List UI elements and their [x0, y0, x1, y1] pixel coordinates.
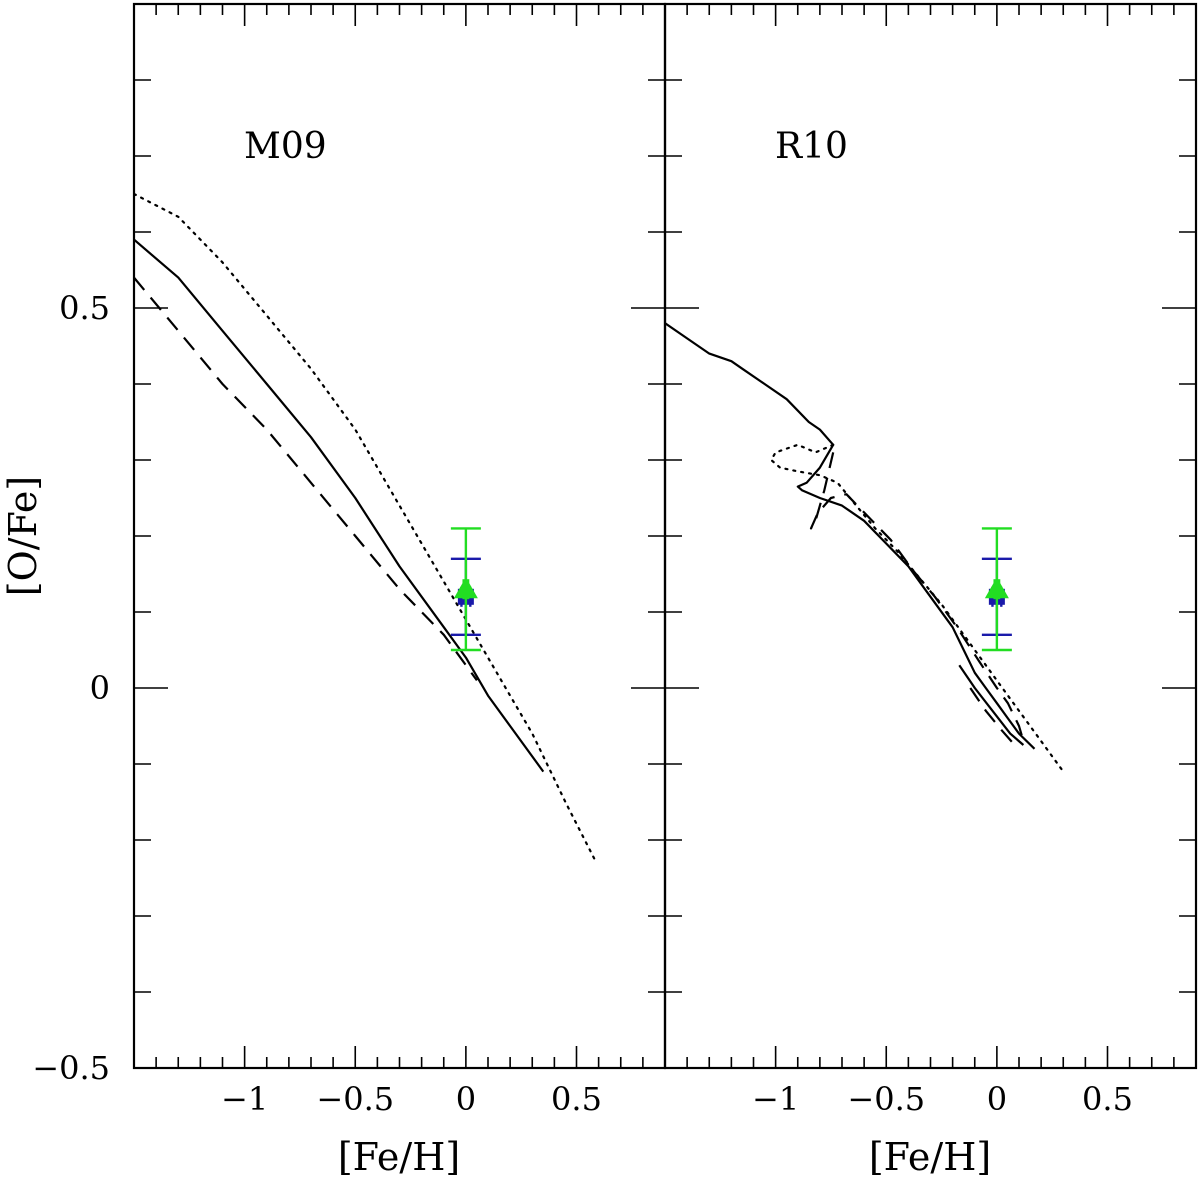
x-tick-label: −0.5 [316, 1080, 394, 1118]
y-tick-label: 0 [90, 669, 110, 707]
y-tick-label: 0.5 [59, 289, 110, 327]
panel-r10: R10 [Fe/H] −1 −0.5 0 0.5 [663, 2, 1198, 1179]
y-axis-label: [O/Fe] [1, 476, 45, 596]
observation-triangle-marker [984, 577, 1009, 599]
series-dotted-line [134, 192, 598, 864]
y-tick-label: −0.5 [32, 1049, 110, 1087]
x-tick-label: −1 [752, 1080, 799, 1118]
series-solid-line [665, 322, 1036, 750]
series-solid-line [134, 238, 545, 773]
x-tick-label: 0 [987, 1080, 1007, 1118]
x-tick-label: 0.5 [1082, 1080, 1133, 1118]
series-dashed-line [969, 687, 1016, 746]
series-solid-line [958, 664, 1025, 746]
panel-m09-x-axis-label: [Fe/H] [338, 1135, 460, 1179]
series-dotted-line [770, 443, 1065, 773]
panel-r10-frame [663, 2, 1198, 1070]
series-dashed-line [134, 276, 478, 682]
series-dashed-line [809, 452, 1025, 742]
x-tick-label: −0.5 [847, 1080, 925, 1118]
x-tick-label: −1 [221, 1080, 268, 1118]
observation-triangle-marker [453, 577, 478, 599]
panel-r10-x-axis-label: [Fe/H] [869, 1135, 991, 1179]
panel-m09: M09 [Fe/H] −1 −0.5 0 0.5 −0.5 0 0.5 [32, 2, 667, 1179]
x-tick-label: 0.5 [551, 1080, 602, 1118]
panel-m09-frame [132, 2, 667, 1070]
panel-m09-label: M09 [244, 126, 327, 167]
x-tick-label: 0 [456, 1080, 476, 1118]
panel-r10-label: R10 [775, 126, 848, 167]
